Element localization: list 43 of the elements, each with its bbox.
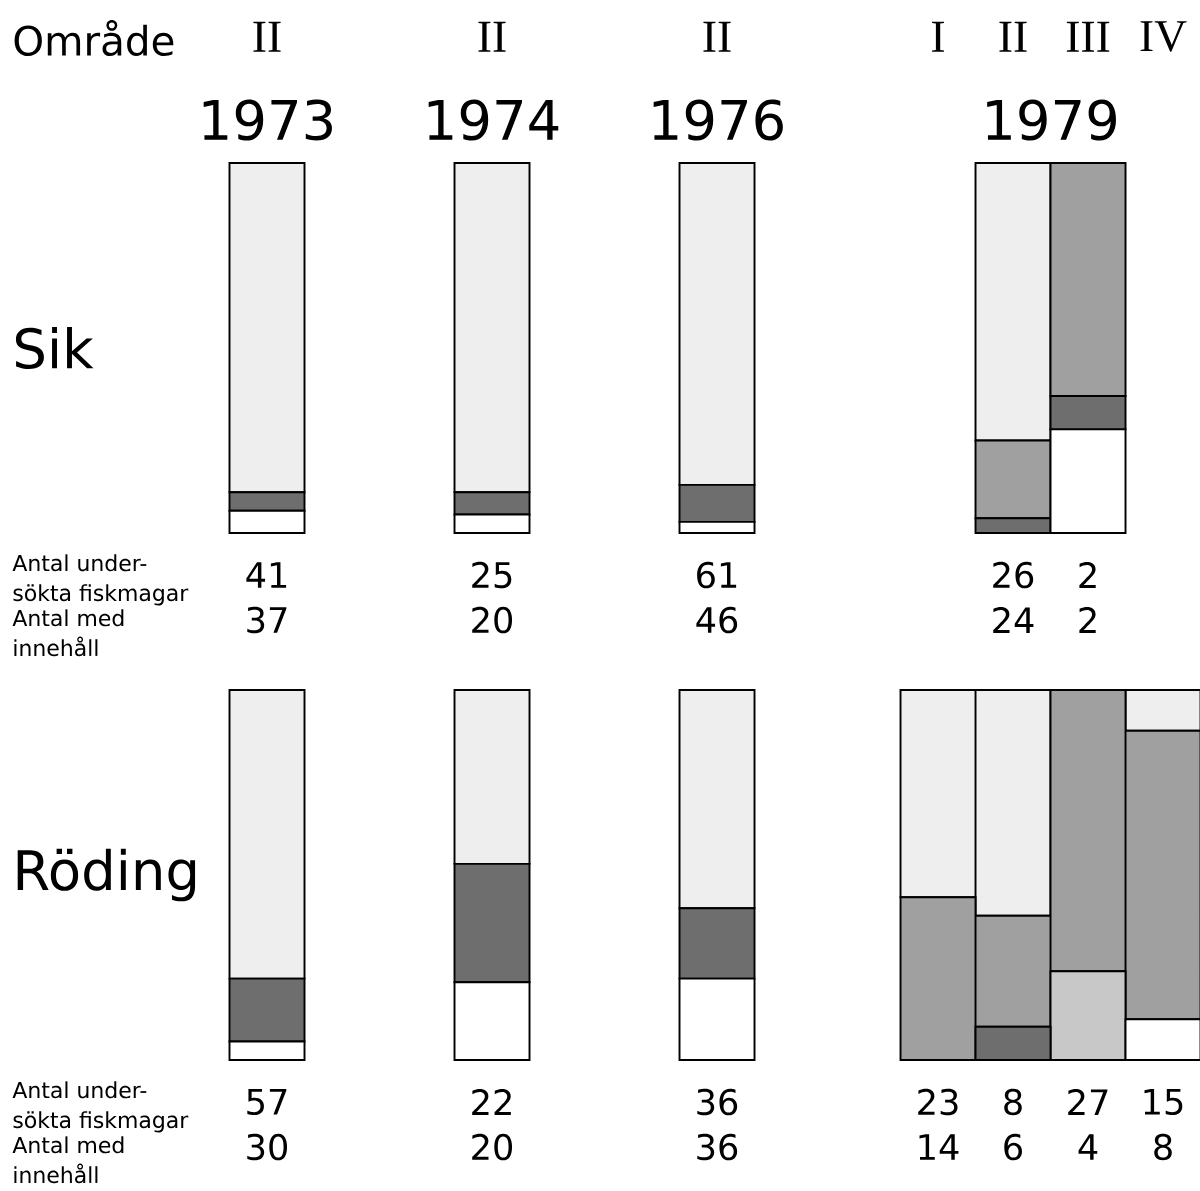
text: Antal med innehåll: [12, 1136, 124, 1184]
text: 27: [1068, 1088, 1108, 1116]
text: 37: [247, 606, 287, 634]
text: 20: [472, 606, 513, 634]
text: 2: [1079, 561, 1096, 589]
text: 20: [472, 1133, 513, 1161]
text: 61: [697, 561, 737, 589]
x-tick-label: II: [999, 21, 1027, 52]
text: 25: [472, 561, 512, 589]
text: 26: [993, 561, 1034, 589]
text: 15: [1144, 1088, 1183, 1116]
text: 2: [1079, 606, 1096, 634]
x-tick-label: I: [932, 21, 945, 52]
text: 6: [1004, 1133, 1022, 1161]
bar: [1124, 689, 1200, 732]
text: 8: [1154, 1133, 1172, 1161]
text: 1976: [653, 99, 783, 141]
text: 57: [247, 1088, 287, 1116]
text: 41: [246, 562, 287, 588]
x-tick-label: III: [1066, 21, 1110, 52]
text: 36: [697, 1133, 738, 1161]
text: Antal med innehåll: [12, 609, 124, 657]
y-axis-title: Sik: [15, 326, 94, 370]
x-tick-label: II: [478, 21, 506, 52]
text: 4: [1078, 1134, 1098, 1160]
text: 1974: [428, 99, 559, 141]
text: 36: [697, 1088, 738, 1116]
text: 24: [993, 606, 1034, 634]
text: 14: [919, 1134, 959, 1160]
text: 1979: [987, 99, 1116, 141]
text: 22: [472, 1088, 511, 1116]
text: Antal under-sökta fiskmagar: [12, 1081, 189, 1133]
text: 30: [247, 1133, 288, 1161]
x-tick-label: IV: [1140, 21, 1187, 52]
text: 8: [1004, 1088, 1022, 1116]
y-axis-title: Röding: [17, 848, 196, 902]
x-tick-label: II: [703, 21, 731, 52]
x-axis-title: Område: [14, 19, 174, 57]
text: 23: [918, 1088, 958, 1116]
text: Antal under-sökta fiskmagar: [12, 554, 189, 606]
text: 46: [696, 606, 738, 634]
text: 1973: [203, 99, 332, 141]
x-tick-label: II: [253, 21, 281, 52]
